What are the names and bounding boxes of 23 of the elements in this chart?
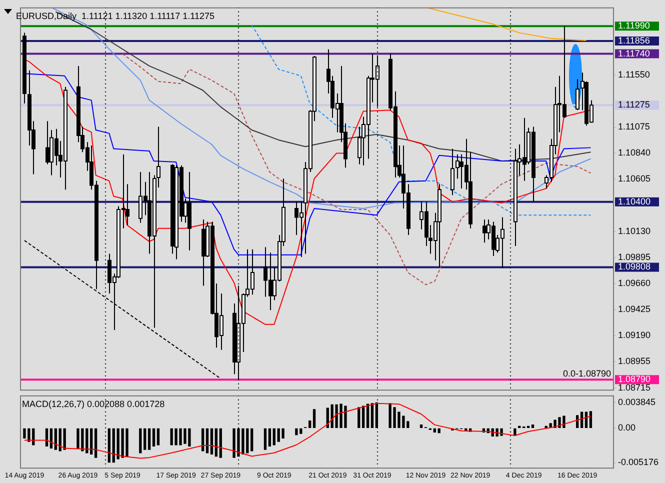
- y-tick-label: 1.08715: [618, 382, 651, 392]
- y-tick-label: 1.10130: [618, 226, 651, 236]
- ref-line-label: 1.11856: [618, 35, 650, 46]
- y-tick-label: 1.11550: [618, 69, 650, 80]
- y-tick-label: 1.10840: [618, 148, 651, 158]
- y-tick-label: 1.09190: [618, 330, 651, 340]
- ref-line-label: 1.11740: [618, 48, 650, 58]
- y-tick-label: 1.09425: [618, 304, 651, 314]
- y-tick-label: 1.09895: [618, 252, 651, 262]
- y-tick-label: 0.003845: [618, 396, 656, 407]
- ref-line-label: 1.09808: [618, 262, 651, 272]
- y-tick-label: 1.11075: [618, 122, 650, 132]
- ref-line-label: 1.11275: [618, 100, 650, 110]
- y-tick-label: 0.00: [618, 422, 636, 433]
- ref-line-label: 1.08790: [618, 374, 651, 384]
- y-tick-label: -0.005176: [618, 457, 659, 468]
- y-tick-label: 1.08955: [618, 356, 651, 366]
- chart-title: MACD(12,26,7) 0.002088 0.001728: [22, 398, 165, 409]
- y-tick-label: 1.09660: [618, 278, 651, 288]
- ref-line-label: 1.10400: [618, 196, 651, 206]
- ref-line-label: 1.11990: [618, 20, 650, 31]
- annotation: 0.0-1.08790: [562, 368, 611, 379]
- y-tick-label: 1.10605: [618, 174, 651, 184]
